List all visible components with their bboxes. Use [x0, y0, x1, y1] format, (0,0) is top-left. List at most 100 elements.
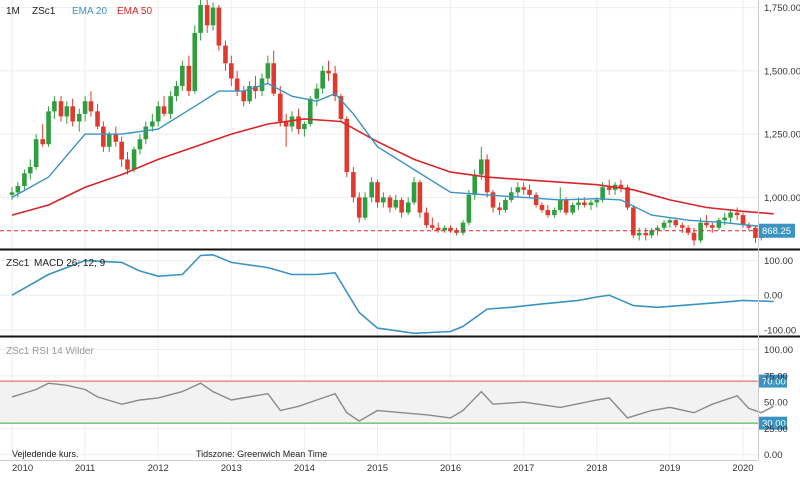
- candle-down[interactable]: [582, 202, 587, 205]
- candle-up[interactable]: [728, 212, 733, 218]
- candle-down[interactable]: [283, 121, 289, 127]
- candle-up[interactable]: [570, 204, 575, 213]
- candle-up[interactable]: [82, 101, 88, 114]
- macd-label[interactable]: MACD 26; 12; 9: [34, 258, 106, 269]
- candle-up[interactable]: [393, 199, 399, 208]
- candle-up[interactable]: [479, 159, 484, 175]
- candle-down[interactable]: [271, 63, 276, 94]
- candle-up[interactable]: [192, 32, 198, 92]
- candle-up[interactable]: [76, 113, 82, 122]
- candle-down[interactable]: [691, 232, 697, 241]
- candle-down[interactable]: [490, 192, 496, 208]
- candle-down[interactable]: [253, 86, 258, 92]
- candle-up[interactable]: [174, 86, 179, 97]
- candle-down[interactable]: [125, 159, 130, 170]
- candle-up[interactable]: [150, 121, 155, 127]
- candle-up[interactable]: [362, 197, 368, 218]
- candle-up[interactable]: [649, 230, 654, 236]
- candle-down[interactable]: [643, 232, 649, 236]
- candle-up[interactable]: [289, 116, 295, 127]
- candle-up[interactable]: [411, 182, 417, 203]
- candle-down[interactable]: [618, 184, 624, 188]
- candle-down[interactable]: [70, 106, 75, 122]
- candle-down[interactable]: [673, 220, 679, 226]
- candle-up[interactable]: [33, 139, 39, 168]
- ema50-label[interactable]: EMA 50: [117, 6, 152, 17]
- candle-up[interactable]: [515, 187, 521, 193]
- candle-down[interactable]: [241, 91, 247, 102]
- candle-down[interactable]: [332, 73, 338, 97]
- candle-down[interactable]: [204, 5, 210, 26]
- candle-down[interactable]: [545, 210, 551, 216]
- candle-down[interactable]: [539, 204, 545, 211]
- candle-down[interactable]: [229, 63, 234, 79]
- candle-down[interactable]: [484, 159, 490, 193]
- candle-up[interactable]: [106, 134, 112, 147]
- candle-down[interactable]: [296, 116, 301, 130]
- candle-down[interactable]: [454, 230, 459, 233]
- candle-up[interactable]: [131, 149, 137, 170]
- ema20-line[interactable]: [11, 82, 774, 229]
- candle-down[interactable]: [606, 187, 612, 190]
- candle-down[interactable]: [521, 187, 526, 190]
- candle-up[interactable]: [722, 217, 728, 221]
- candle-up[interactable]: [180, 65, 185, 87]
- candle-up[interactable]: [667, 220, 673, 223]
- candle-down[interactable]: [448, 227, 453, 231]
- candle-down[interactable]: [563, 199, 569, 213]
- candle-up[interactable]: [716, 220, 722, 228]
- candle-down[interactable]: [119, 141, 124, 160]
- candle-up[interactable]: [15, 186, 21, 193]
- candle-down[interactable]: [344, 118, 350, 173]
- candle-up[interactable]: [576, 202, 581, 205]
- candle-up[interactable]: [552, 210, 557, 216]
- candle-up[interactable]: [698, 222, 703, 241]
- candle-up[interactable]: [137, 139, 143, 150]
- candle-down[interactable]: [753, 227, 758, 238]
- candle-down[interactable]: [277, 93, 283, 122]
- candle-down[interactable]: [533, 194, 539, 205]
- candle-down[interactable]: [40, 139, 46, 145]
- candle-up[interactable]: [22, 173, 27, 186]
- candle-down[interactable]: [58, 101, 64, 117]
- candle-down[interactable]: [356, 197, 362, 218]
- candle-up[interactable]: [247, 86, 252, 102]
- rsi-line[interactable]: [11, 382, 775, 422]
- candle-up[interactable]: [168, 96, 173, 114]
- candle-down[interactable]: [161, 106, 167, 114]
- candle-down[interactable]: [375, 182, 380, 203]
- candle-down[interactable]: [113, 134, 119, 142]
- candle-down[interactable]: [746, 225, 752, 228]
- candle-up[interactable]: [636, 232, 642, 236]
- candle-down[interactable]: [435, 227, 441, 231]
- candle-up[interactable]: [472, 174, 478, 195]
- candle-up[interactable]: [600, 187, 605, 200]
- candle-up[interactable]: [503, 199, 508, 211]
- candle-up[interactable]: [302, 124, 307, 130]
- candle-up[interactable]: [52, 101, 57, 112]
- candle-down[interactable]: [88, 101, 94, 112]
- candle-up[interactable]: [143, 126, 149, 140]
- candle-up[interactable]: [46, 111, 51, 145]
- candle-up[interactable]: [314, 88, 320, 99]
- candle-up[interactable]: [381, 197, 386, 203]
- macd-line[interactable]: [11, 253, 774, 335]
- candle-down[interactable]: [399, 199, 404, 213]
- candle-down[interactable]: [223, 45, 228, 64]
- candle-down[interactable]: [625, 187, 630, 208]
- candle-down[interactable]: [424, 212, 429, 226]
- symbol-label[interactable]: ZSc1: [32, 6, 56, 17]
- candle-down[interactable]: [734, 212, 740, 216]
- candle-down[interactable]: [704, 222, 709, 226]
- candle-down[interactable]: [387, 197, 393, 208]
- candle-down[interactable]: [95, 111, 100, 127]
- candle-down[interactable]: [351, 172, 356, 198]
- candle-up[interactable]: [405, 202, 411, 213]
- ema50-line[interactable]: [11, 118, 774, 216]
- candle-down[interactable]: [430, 225, 435, 228]
- candle-up[interactable]: [588, 202, 594, 205]
- candle-up[interactable]: [442, 227, 448, 231]
- candle-up[interactable]: [369, 182, 374, 198]
- candle-up[interactable]: [265, 63, 271, 79]
- candle-up[interactable]: [594, 199, 600, 203]
